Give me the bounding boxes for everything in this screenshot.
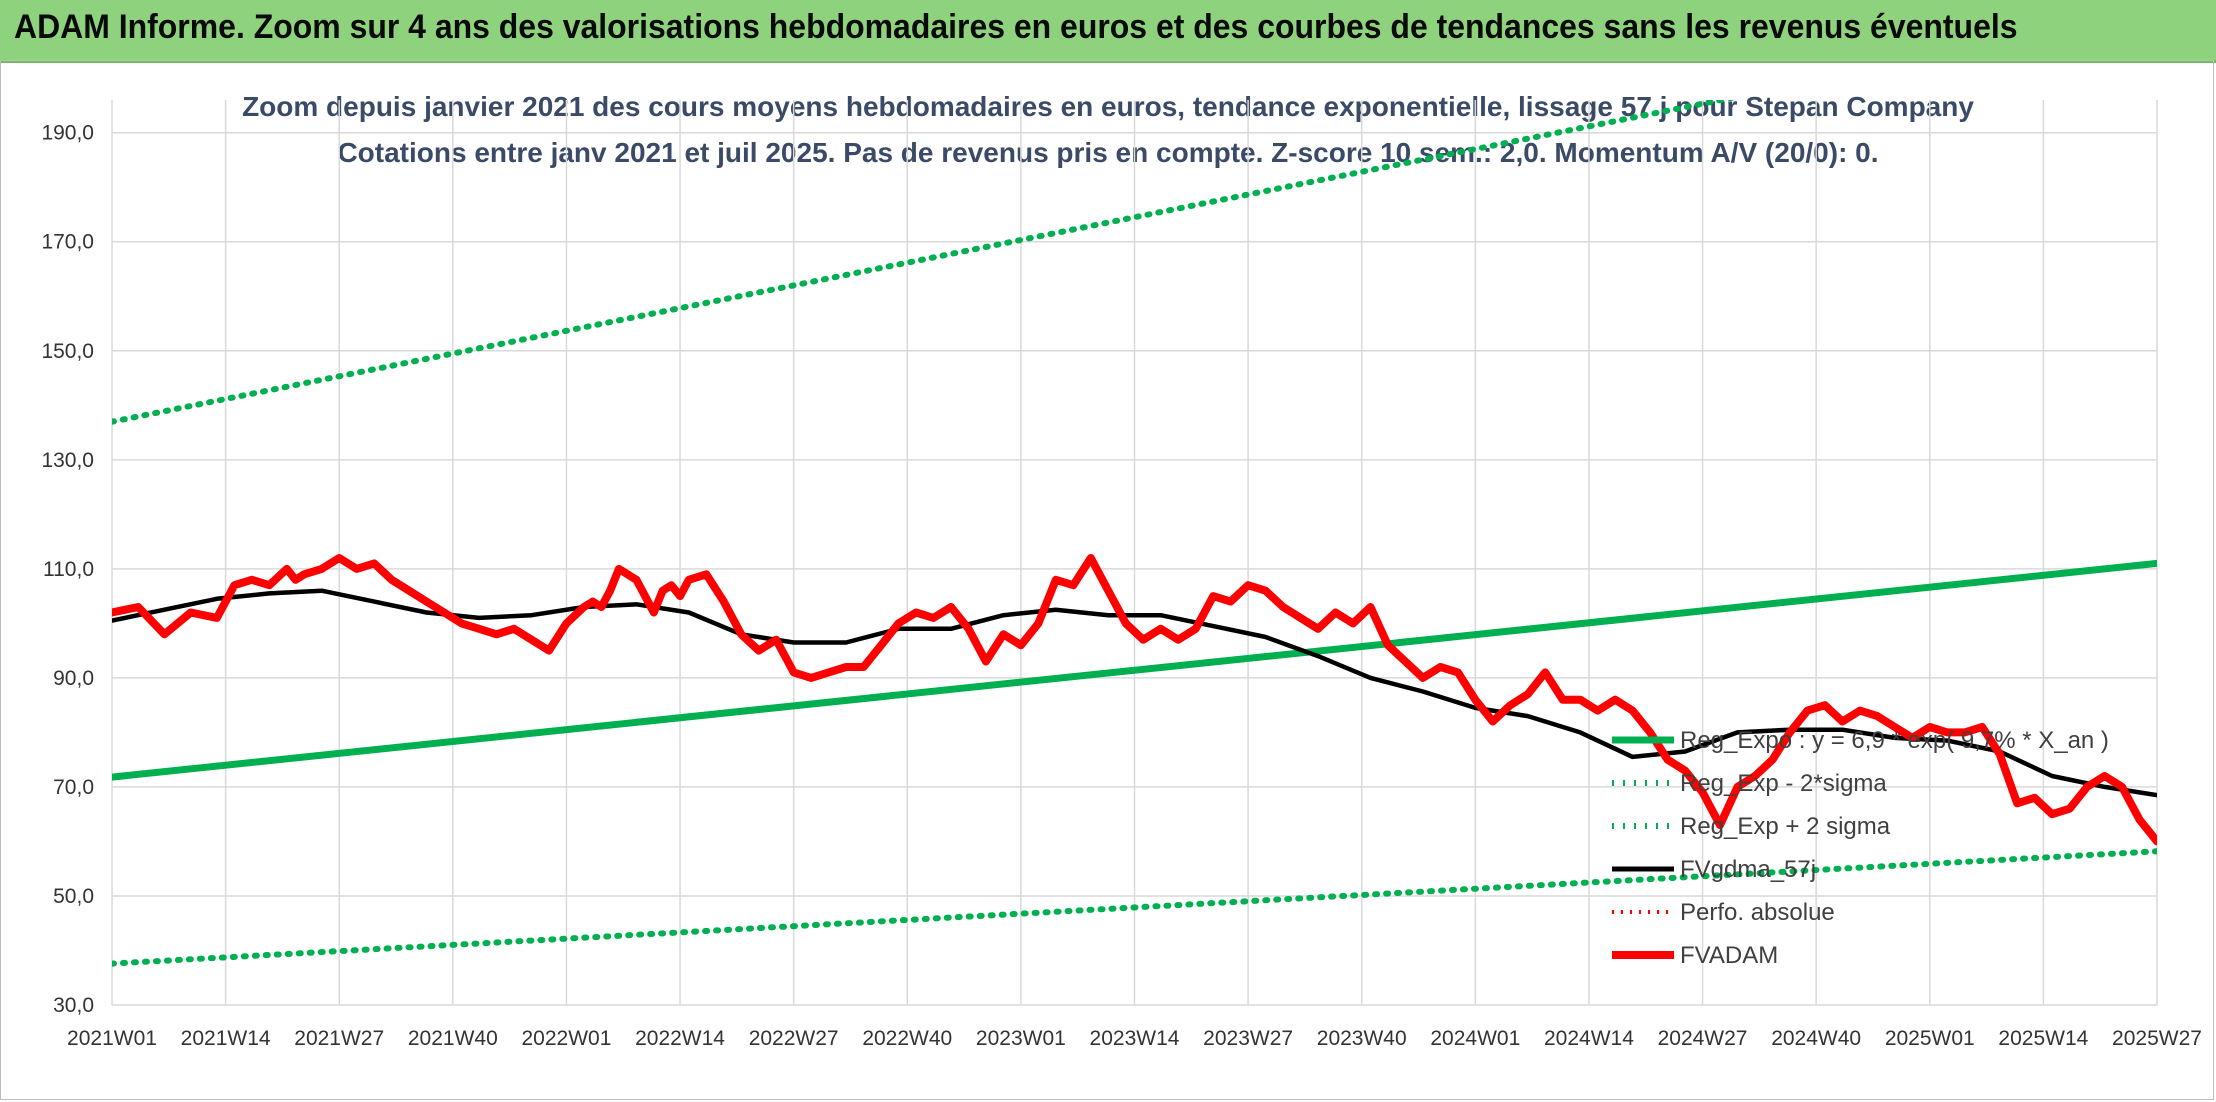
x-tick-label: 2024W01 — [1430, 1027, 1520, 1050]
x-tick-label: 2025W01 — [1885, 1027, 1975, 1050]
fvadam-line — [112, 554, 2157, 846]
x-tick-label: 2021W01 — [67, 1027, 157, 1050]
x-tick-label: 2022W01 — [521, 1027, 611, 1050]
x-tick-label: 2025W27 — [2112, 1027, 2202, 1050]
x-tick-label: 2022W27 — [749, 1027, 839, 1050]
x-tick-label: 2024W40 — [1771, 1027, 1861, 1050]
gridlines — [111, 100, 2158, 1006]
x-tick-label: 2021W27 — [294, 1027, 384, 1050]
x-tick-label: 2021W14 — [181, 1027, 271, 1050]
x-tick-label: 2024W14 — [1544, 1027, 1634, 1050]
y-tick-label: 90,0 — [53, 667, 94, 690]
y-tick-label: 110,0 — [43, 558, 94, 581]
legend: Reg_Expo : y = 6,9 * exp( 9,7% * X_an ) R… — [1612, 727, 2109, 969]
y-tick-label: 70,0 — [53, 776, 94, 799]
x-tick-label: 2023W27 — [1203, 1027, 1293, 1050]
x-tick-label: 2023W14 — [1090, 1027, 1180, 1050]
x-tick-label: 2023W40 — [1317, 1027, 1407, 1050]
chart-title-line1: Zoom depuis janvier 2021 des cours moyen… — [242, 91, 1974, 122]
x-axis: 2021W01 2021W14 2021W27 2021W40 2022W01 2022W… — [67, 1027, 2202, 1050]
legend-label: Reg_Expo : y = 6,9 * exp( 9,7% * X_an ) — [1680, 727, 2109, 754]
reg-minus-2sigma-line — [112, 848, 2157, 967]
report-title: ADAM Informe. Zoom sur 4 ans des valoris… — [14, 8, 2018, 46]
legend-label: FVgdma_57j — [1680, 856, 1816, 883]
y-tick-label: 150,0 — [41, 340, 94, 363]
legend-label: Reg_Exp - 2*sigma — [1680, 770, 1887, 797]
x-tick-label: 2022W40 — [862, 1027, 952, 1050]
x-tick-label: 2022W14 — [635, 1027, 725, 1050]
series-group — [112, 100, 2157, 967]
legend-label: Perfo. absolue — [1680, 899, 1835, 926]
legend-label: FVADAM — [1680, 942, 1778, 969]
chart-title-line2: Cotations entre janv 2021 et juil 2025. … — [337, 137, 1878, 168]
y-tick-label: 50,0 — [53, 885, 94, 908]
y-tick-label: 170,0 — [41, 231, 94, 254]
legend-label: Reg_Exp + 2 sigma — [1680, 813, 1891, 840]
y-axis: 30,0 50,0 70,0 90,0 110,0 130,0 150,0 170,0 190,… — [41, 122, 94, 1017]
reg-plus-2sigma-line — [112, 100, 1737, 425]
header-band: ADAM Informe. Zoom sur 4 ans des valoris… — [0, 0, 2216, 63]
x-tick-label: 2025W14 — [1998, 1027, 2088, 1050]
x-tick-label: 2023W01 — [976, 1027, 1066, 1050]
y-tick-label: 130,0 — [41, 449, 94, 472]
x-tick-label: 2024W27 — [1658, 1027, 1748, 1050]
y-tick-label: 30,0 — [53, 994, 94, 1017]
y-tick-label: 190,0 — [41, 122, 94, 145]
chart-frame — [0, 60, 2214, 1100]
x-tick-label: 2021W40 — [408, 1027, 498, 1050]
reg-expo-line — [112, 559, 2157, 781]
